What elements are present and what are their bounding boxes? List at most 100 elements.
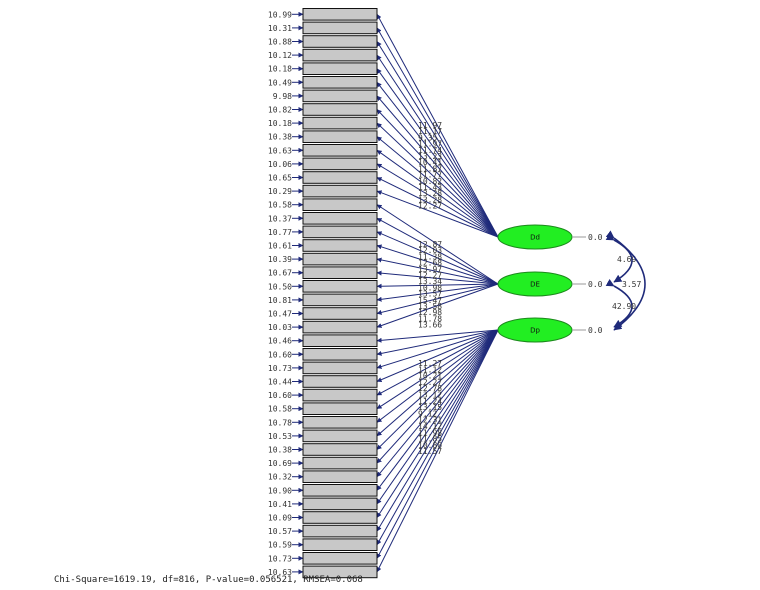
error-variance-label: 10.58 xyxy=(268,405,292,414)
loading-label: 12.31 xyxy=(418,416,442,425)
error-variance-label: 10.99 xyxy=(268,10,292,19)
loading-label: 11.27 xyxy=(418,359,442,368)
loading-label: 11.24 xyxy=(418,397,442,406)
indicator-box xyxy=(302,470,378,483)
error-variance-label: 10.81 xyxy=(268,296,292,305)
loading-label: 10.82 xyxy=(418,177,442,186)
indicator-box xyxy=(302,552,378,565)
loading-arrow xyxy=(376,329,499,410)
error-variance-label: 10.60 xyxy=(268,391,292,400)
indicator-box xyxy=(302,184,378,198)
error-variance-label: 10.50 xyxy=(268,282,292,291)
indicator-box xyxy=(302,21,378,35)
indicator-box xyxy=(302,212,378,225)
covariance-arc xyxy=(605,230,646,331)
loading-label: 13.28 xyxy=(418,195,442,204)
loading-label: 11.74 xyxy=(418,146,442,155)
loading-label: 13.66 xyxy=(418,321,442,330)
loading-label: 12.78 xyxy=(418,384,442,393)
loading-label: 12.98 xyxy=(418,308,442,317)
indicator-box xyxy=(302,35,378,48)
covariance-label: 42.90 xyxy=(612,302,636,311)
covariance-label: 4.69 xyxy=(617,255,636,264)
indicator-box xyxy=(302,252,378,266)
loading-label: 12.27 xyxy=(418,202,442,211)
error-variance-label: 9.98 xyxy=(273,92,292,101)
loading-arrow xyxy=(376,190,499,238)
loading-label: 11.97 xyxy=(418,140,442,149)
loading-label: 13.34 xyxy=(418,277,442,286)
indicator-box xyxy=(302,266,378,279)
loading-arrow xyxy=(376,329,499,464)
loading-arrow xyxy=(376,163,499,238)
error-variance-label: 10.12 xyxy=(268,51,292,60)
loading-arrow xyxy=(376,136,499,238)
indicator-box xyxy=(302,538,378,552)
variance-label: 0.0 xyxy=(588,326,603,335)
loading-label: 13.97 xyxy=(418,265,442,274)
indicator-box xyxy=(302,103,378,116)
indicator-box xyxy=(302,565,378,579)
error-variance-label: 10.47 xyxy=(268,310,292,319)
loading-label: 10.80 xyxy=(418,441,442,450)
indicator-box xyxy=(302,144,378,157)
error-variance-label: 10.18 xyxy=(268,65,292,74)
loading-arrow xyxy=(376,329,499,491)
latent-label: DE xyxy=(530,281,540,289)
loading-arrow xyxy=(376,217,499,285)
error-variance-label: 10.63 xyxy=(268,146,292,155)
error-variance-label: 10.58 xyxy=(268,201,292,210)
indicator-box xyxy=(302,171,378,184)
error-variance-label: 10.57 xyxy=(268,527,292,536)
error-variance-label: 10.63 xyxy=(268,568,292,577)
loading-label: 12.27 xyxy=(418,378,442,387)
indicator-box xyxy=(302,239,378,252)
error-variance-label: 10.37 xyxy=(268,214,292,223)
error-variance-label: 10.59 xyxy=(268,541,292,550)
error-variance-label: 10.88 xyxy=(268,38,292,47)
loading-label: 11.12 xyxy=(418,365,442,374)
loading-arrow xyxy=(376,329,499,478)
loading-arrow xyxy=(376,329,499,343)
error-variance-label: 10.41 xyxy=(268,500,292,509)
loading-arrow xyxy=(376,109,499,238)
loading-label: 13.15 xyxy=(418,403,442,412)
error-variance-label: 10.32 xyxy=(268,473,292,482)
indicator-box xyxy=(302,280,378,293)
loading-arrow xyxy=(376,329,499,532)
indicator-box xyxy=(302,76,378,89)
loading-arrow xyxy=(376,329,499,369)
loading-arrow xyxy=(376,81,499,238)
error-variance-label: 10.39 xyxy=(268,255,292,264)
indicator-box xyxy=(302,116,378,130)
indicator-box xyxy=(302,484,378,497)
loading-label: 10.41 xyxy=(418,158,442,167)
indicator-box xyxy=(302,293,378,307)
loading-label: 13.58 xyxy=(418,302,442,311)
loading-label: 11.87 xyxy=(418,164,442,173)
loading-label: 10.98 xyxy=(418,283,442,292)
error-variance-label: 10.82 xyxy=(268,106,292,115)
indicator-box xyxy=(302,497,378,511)
indicator-box xyxy=(302,375,378,388)
loading-arrow xyxy=(376,95,499,238)
error-variance-label: 10.46 xyxy=(268,337,292,346)
error-variance-label: 10.60 xyxy=(268,350,292,359)
loading-arrow xyxy=(376,329,499,356)
loading-label: 13.57 xyxy=(418,290,442,299)
loading-arrow xyxy=(376,283,499,315)
error-variance-label: 10.31 xyxy=(268,24,292,33)
error-variance-label: 10.03 xyxy=(268,323,292,332)
indicator-box xyxy=(302,524,378,538)
indicator-box xyxy=(302,157,378,171)
error-variance-label: 10.53 xyxy=(268,432,292,441)
indicator-box xyxy=(302,402,378,415)
loading-label: 11.38 xyxy=(418,252,442,261)
loading-arrow xyxy=(376,329,499,518)
latent-label: Dp xyxy=(530,327,540,335)
loading-label: 12.03 xyxy=(418,246,442,255)
loading-label: 13.23 xyxy=(418,152,442,161)
error-variance-label: 10.61 xyxy=(268,242,292,251)
error-variance-label: 10.44 xyxy=(268,378,292,387)
